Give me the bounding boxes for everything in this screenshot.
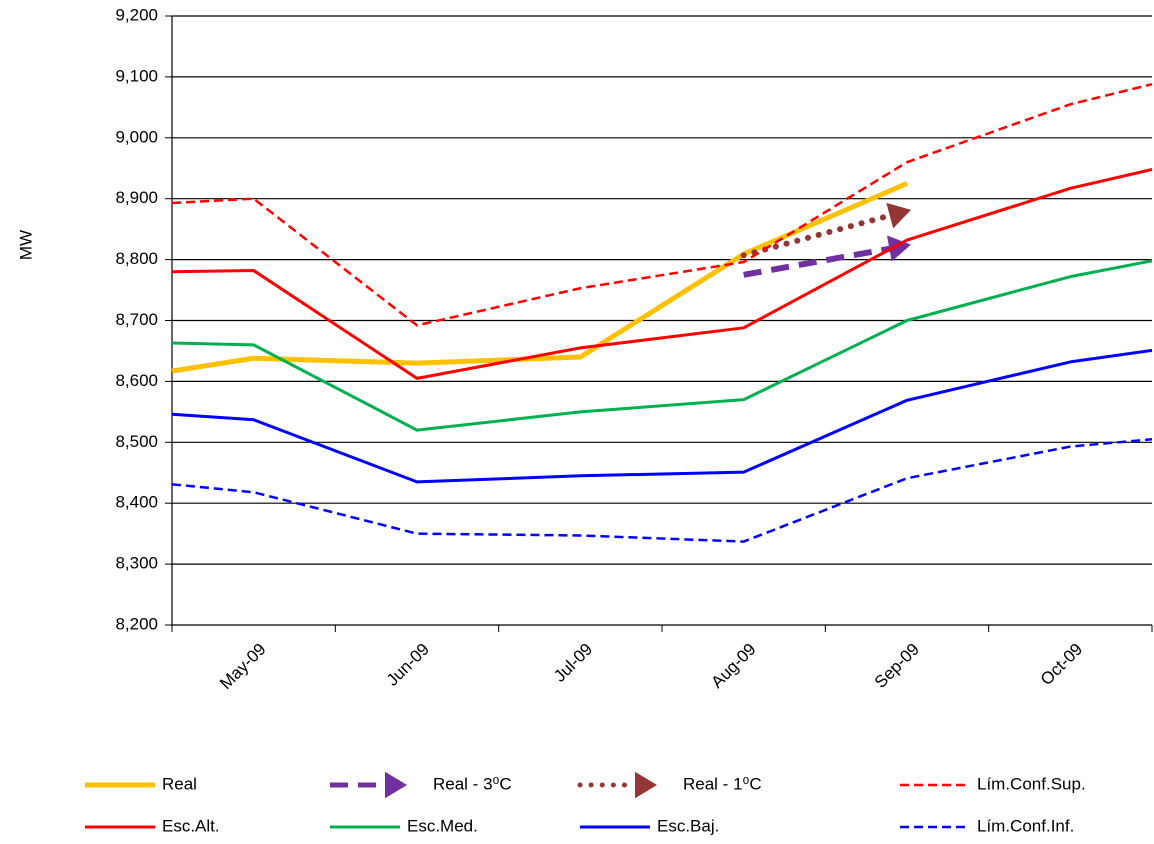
series-line	[171, 348, 1153, 484]
y-tick-label: 9,000	[115, 127, 158, 146]
y-tick-label: 8,400	[115, 493, 158, 512]
legend-label: Esc.Alt.	[162, 816, 220, 835]
y-axis-label: MW	[16, 230, 35, 260]
series-line	[171, 438, 1153, 543]
y-tick-label: 8,600	[115, 371, 158, 390]
legend-label: Real - 1⁰C	[683, 774, 762, 793]
y-tick-label: 8,500	[115, 432, 158, 451]
y-tick-label: 9,200	[115, 5, 158, 24]
legend-label: Lím.Conf.Sup.	[977, 774, 1086, 793]
legend-arrow	[635, 771, 657, 799]
y-tick-label: 8,900	[115, 188, 158, 207]
legend-label: Esc.Baj.	[657, 816, 719, 835]
y-tick-label: 8,700	[115, 310, 158, 329]
series-line	[171, 181, 908, 374]
series-line	[171, 82, 1153, 327]
legend-label: Real - 3⁰C	[433, 774, 512, 793]
legend-label: Lím.Conf.Inf.	[977, 816, 1074, 835]
series-line	[171, 168, 1153, 380]
y-tick-label: 8,200	[115, 614, 158, 633]
series-line	[171, 259, 1153, 432]
legend-label: Real	[162, 774, 197, 793]
legend-label: Esc.Med.	[407, 816, 478, 835]
y-tick-label: 8,300	[115, 554, 158, 573]
arrow-head	[887, 235, 911, 262]
y-tick-label: 8,800	[115, 249, 158, 268]
y-tick-label: 9,100	[115, 66, 158, 85]
legend-arrow	[385, 771, 407, 799]
arrow-head	[886, 202, 911, 229]
